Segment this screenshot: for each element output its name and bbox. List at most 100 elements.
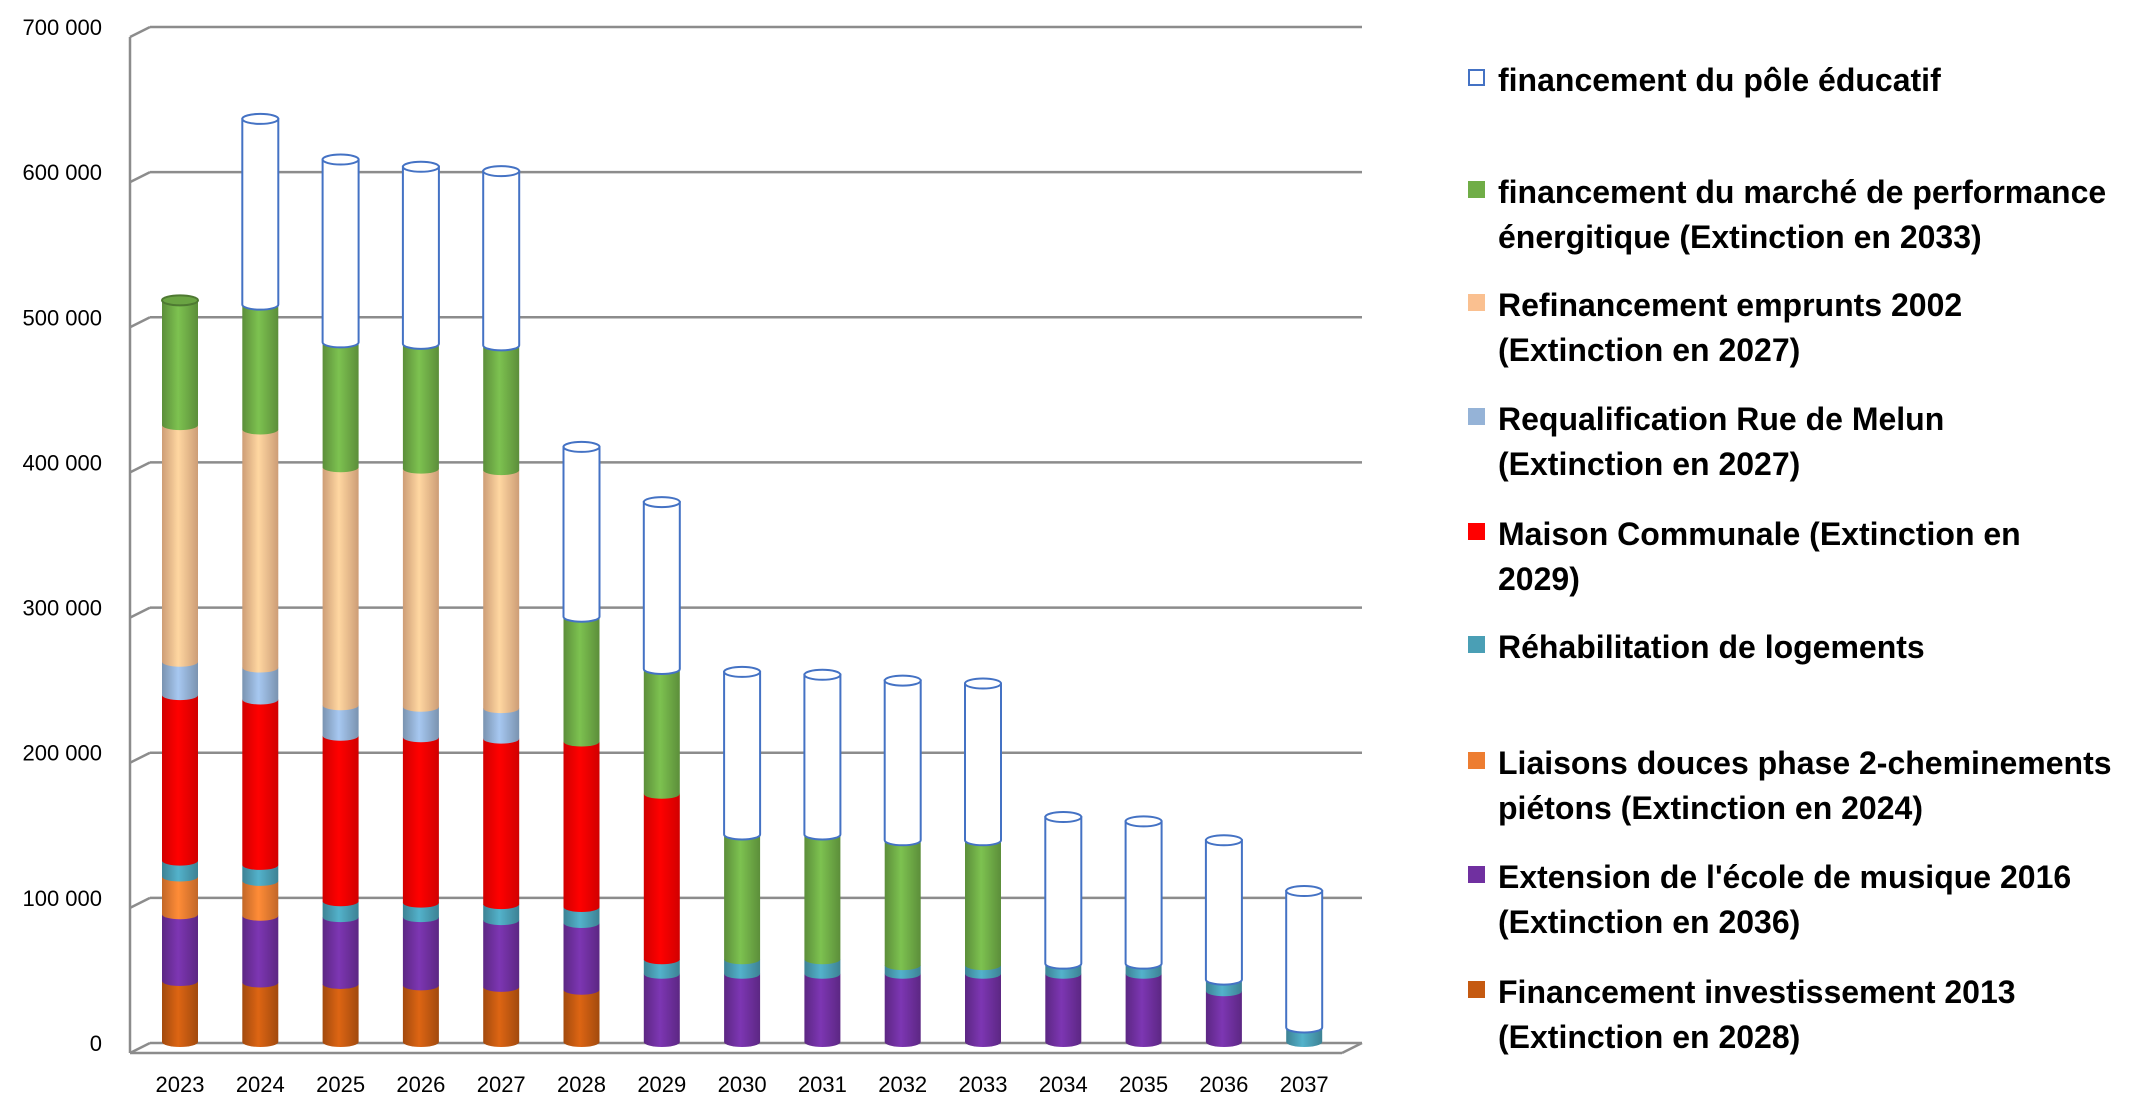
- bar-segment: [162, 860, 198, 882]
- bar-segment-body: [563, 616, 600, 747]
- legend-label: Refinancement emprunts 2002 (Extinction …: [1498, 287, 1963, 368]
- bar-segment-body: [242, 304, 279, 435]
- bar-segment-body: [483, 920, 520, 992]
- bar-segment-cap: [482, 165, 521, 178]
- bar-segment-cap: [1285, 885, 1324, 898]
- bar-segment-body: [402, 468, 439, 712]
- bar-segment-cap: [803, 668, 842, 681]
- y-tick-label: 200 000: [22, 741, 102, 766]
- bar-segment-body: [322, 901, 359, 923]
- bar-segment: [322, 901, 359, 923]
- x-tick-label: 2025: [316, 1072, 365, 1095]
- bar-segment: [482, 165, 521, 352]
- x-tick-label: 2033: [959, 1072, 1008, 1095]
- bar-segment-body: [724, 959, 761, 979]
- bar-segment: [162, 695, 198, 866]
- bar-segment-body: [322, 917, 359, 989]
- bar-segment: [884, 840, 921, 971]
- legend-swatch: [1468, 181, 1485, 198]
- bar-segment: [242, 304, 279, 435]
- bar-segment: [322, 705, 359, 741]
- bar-segment-body: [724, 973, 761, 1047]
- bar-segment-cap: [161, 294, 199, 307]
- bar-segment: [401, 160, 440, 350]
- x-tick-label: 2032: [878, 1072, 927, 1095]
- bar-segment: [642, 496, 681, 675]
- bar-segment-body: [562, 445, 601, 623]
- bar-segment-body: [1205, 991, 1242, 1047]
- bar-segment-cap: [401, 160, 440, 173]
- bar-segment: [804, 973, 841, 1047]
- y-tick-label: 600 000: [22, 160, 102, 185]
- bar-segment: [162, 876, 198, 920]
- bar-segment: [563, 741, 600, 913]
- x-tick-label: 2035: [1119, 1072, 1168, 1095]
- bar-segment: [483, 920, 520, 992]
- bar-segment-body: [402, 343, 439, 474]
- bar-segment: [563, 907, 600, 928]
- bar-segment: [643, 793, 680, 965]
- bar-segment: [643, 959, 680, 979]
- bar-segment: [724, 834, 761, 965]
- bar-segment-body: [804, 834, 841, 965]
- x-tick-label: 2028: [557, 1072, 606, 1095]
- y-tick-label: 0: [90, 1031, 102, 1056]
- bar-segment-body: [242, 667, 279, 705]
- bar-segment-body: [242, 915, 279, 988]
- bar-segment-body: [1125, 973, 1162, 1047]
- bar-segment-body: [242, 429, 279, 673]
- bar-segment: [804, 834, 841, 965]
- gridline-diagonal: [129, 316, 151, 329]
- bar-segment-body: [162, 981, 198, 1047]
- bar-segment: [162, 981, 198, 1047]
- x-tick-label: 2034: [1039, 1072, 1088, 1095]
- y-tick-label: 100 000: [22, 886, 102, 911]
- bar-segment: [965, 973, 1001, 1047]
- bar-segment-body: [321, 158, 360, 349]
- bar-segment-body: [322, 735, 359, 907]
- bar-segment: [322, 917, 359, 989]
- gridline-diagonal: [129, 751, 151, 764]
- bar-segment-body: [162, 661, 198, 701]
- bar-segment-body: [483, 738, 520, 910]
- bar-segment-cap: [1204, 834, 1243, 847]
- legend-label: Maison Communale (Extinction en 2029): [1498, 516, 2021, 597]
- bar-segment-body: [242, 864, 279, 886]
- bar-segment-body: [482, 170, 521, 352]
- bar-segment: [804, 959, 841, 979]
- bar-segment-cap: [964, 677, 1002, 690]
- bar-segment: [1205, 991, 1242, 1047]
- bar-segment-cap: [642, 496, 681, 509]
- x-tick-label: 2031: [798, 1072, 847, 1095]
- bar-segment: [643, 668, 680, 799]
- bar-segment-body: [402, 737, 439, 908]
- bar-segment-body: [483, 986, 520, 1047]
- bar-segment-body: [162, 300, 198, 431]
- bar-segment-cap: [562, 440, 601, 453]
- legend-label: Liaisons douces phase 2-cheminements pié…: [1498, 745, 2112, 826]
- bar-segment: [883, 674, 922, 847]
- bar-segment: [643, 973, 680, 1047]
- bar-segment-body: [402, 985, 439, 1047]
- bar-segment-body: [162, 876, 198, 920]
- x-tick-label: 2027: [477, 1072, 526, 1095]
- x-axis-depth: [1341, 1041, 1363, 1055]
- legend-swatch: [1468, 636, 1485, 653]
- bar-segment: [402, 902, 439, 923]
- bar-segment: [322, 735, 359, 907]
- bar-segment-body: [483, 904, 520, 926]
- bar-segment-body: [402, 917, 439, 991]
- bar-segment: [1124, 815, 1163, 970]
- bar-segment: [402, 706, 439, 743]
- bar-segment: [402, 985, 439, 1047]
- bar-segment: [483, 708, 520, 744]
- bar-segment: [161, 294, 199, 431]
- bar-segment: [483, 738, 520, 910]
- bar-segment: [1125, 973, 1162, 1047]
- bar-segment-body: [483, 708, 520, 744]
- bar-segment: [162, 914, 198, 987]
- bar-segment-body: [1285, 890, 1324, 1034]
- bar-segment: [402, 343, 439, 474]
- bar-segment: [483, 345, 520, 476]
- gridline-diagonal: [129, 171, 151, 184]
